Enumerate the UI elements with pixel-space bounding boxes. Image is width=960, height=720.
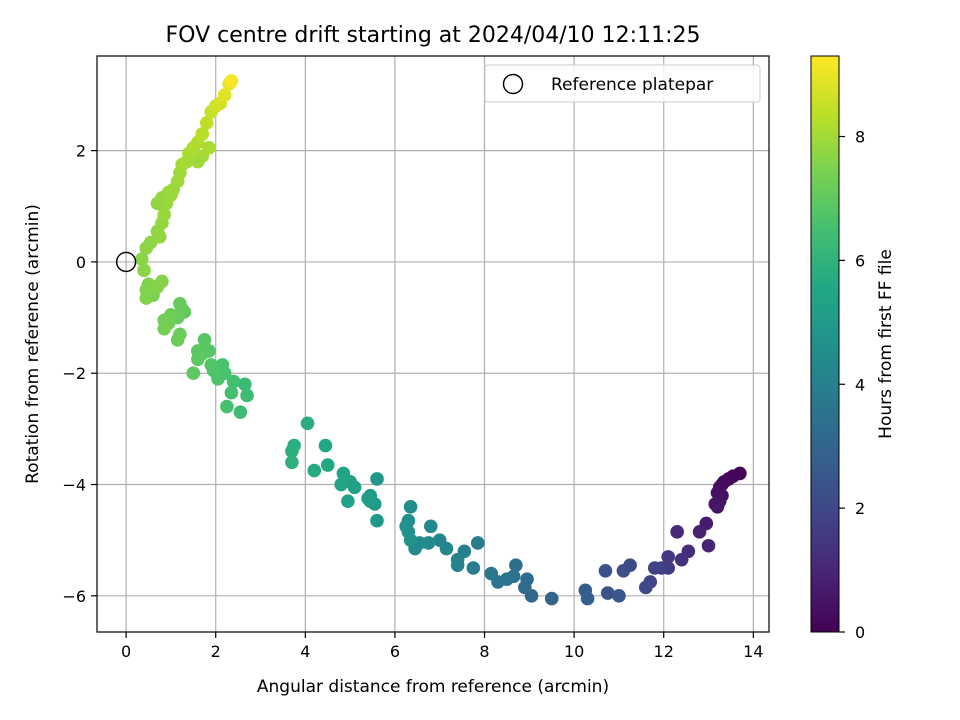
data-point bbox=[466, 561, 481, 575]
data-point bbox=[647, 561, 662, 575]
x-tick-label: 0 bbox=[121, 642, 131, 661]
y-tick-label: −6 bbox=[62, 587, 86, 606]
legend-box bbox=[484, 64, 761, 103]
x-tick-label: 10 bbox=[564, 642, 584, 661]
y-tick-label: 0 bbox=[76, 253, 86, 272]
data-point bbox=[157, 321, 171, 336]
data-point bbox=[439, 541, 454, 556]
x-axis-label: Angular distance from reference (arcmin) bbox=[257, 677, 609, 697]
data-point bbox=[598, 563, 613, 578]
data-point bbox=[220, 399, 234, 414]
data-point bbox=[661, 550, 675, 564]
data-point bbox=[191, 154, 205, 169]
x-tick-label: 4 bbox=[300, 642, 310, 661]
data-point bbox=[320, 458, 335, 472]
data-point bbox=[701, 538, 716, 553]
y-tick-label: −4 bbox=[62, 476, 86, 495]
plot-frame bbox=[96, 55, 770, 633]
colorbar-tick-label: 0 bbox=[855, 623, 865, 642]
x-tick-label: 6 bbox=[390, 642, 400, 661]
data-point bbox=[307, 463, 322, 478]
data-point bbox=[238, 377, 252, 392]
data-point bbox=[217, 88, 232, 102]
colorbar bbox=[810, 55, 840, 633]
data-point bbox=[484, 566, 499, 581]
y-tick-label: 2 bbox=[76, 142, 86, 161]
data-point bbox=[173, 296, 187, 311]
data-point bbox=[612, 589, 626, 603]
data-point bbox=[334, 477, 348, 492]
data-point bbox=[403, 499, 418, 514]
x-tick-label: 2 bbox=[211, 642, 221, 661]
data-point bbox=[285, 455, 299, 470]
data-point bbox=[186, 366, 201, 381]
data-point bbox=[708, 497, 723, 511]
data-point bbox=[341, 494, 355, 509]
data-point bbox=[318, 438, 333, 453]
data-point bbox=[471, 536, 485, 550]
y-tick-label: −2 bbox=[62, 364, 86, 383]
data-point bbox=[544, 591, 559, 606]
legend-entry: Reference platepar bbox=[551, 75, 713, 95]
data-point bbox=[580, 591, 595, 606]
data-point bbox=[137, 263, 151, 278]
data-point bbox=[155, 274, 169, 289]
data-point bbox=[226, 374, 241, 389]
colorbar-tick-label: 6 bbox=[855, 251, 865, 270]
data-point bbox=[195, 127, 210, 141]
data-point bbox=[600, 586, 615, 600]
data-point bbox=[399, 519, 413, 534]
data-point bbox=[240, 388, 254, 403]
x-axis-ticks: 0 2 4 6 8 10 12 14 bbox=[121, 632, 763, 661]
data-point bbox=[336, 466, 351, 481]
data-point bbox=[139, 282, 154, 297]
data-point bbox=[157, 207, 171, 222]
data-point bbox=[285, 444, 299, 458]
data-point bbox=[616, 563, 631, 578]
grid-lines bbox=[97, 56, 769, 632]
scatter-points bbox=[135, 74, 747, 606]
chart-title: FOV centre drift starting at 2024/04/10 … bbox=[166, 23, 701, 48]
data-point bbox=[170, 333, 185, 347]
data-point bbox=[674, 552, 689, 567]
reference-point bbox=[115, 251, 137, 273]
y-axis-ticks: −6 −4 −2 0 2 bbox=[62, 142, 97, 606]
colorbar-ticks: 0 2 4 6 8 bbox=[839, 128, 865, 642]
data-point bbox=[403, 533, 418, 547]
data-point bbox=[300, 416, 315, 431]
x-tick-label: 8 bbox=[479, 642, 489, 661]
data-point bbox=[670, 525, 684, 539]
data-point bbox=[152, 230, 167, 244]
data-point bbox=[363, 494, 378, 509]
data-point bbox=[233, 405, 248, 419]
x-tick-label: 12 bbox=[654, 642, 674, 661]
data-point bbox=[520, 572, 534, 586]
colorbar-tick-label: 8 bbox=[855, 128, 865, 147]
data-point bbox=[509, 558, 523, 573]
legend: Reference platepar bbox=[484, 64, 761, 103]
data-point bbox=[450, 552, 465, 567]
data-point bbox=[191, 352, 205, 367]
data-point bbox=[639, 580, 653, 595]
data-point bbox=[370, 472, 384, 486]
legend-marker bbox=[502, 73, 524, 95]
y-axis-label: Rotation from reference (arcmin) bbox=[23, 204, 43, 484]
colorbar-tick-label: 4 bbox=[855, 375, 865, 394]
data-point bbox=[692, 525, 707, 539]
data-point bbox=[370, 513, 384, 528]
data-point bbox=[423, 519, 438, 534]
data-point bbox=[224, 74, 239, 88]
data-point bbox=[199, 115, 214, 130]
data-point bbox=[204, 358, 219, 372]
x-tick-label: 14 bbox=[743, 642, 763, 661]
colorbar-label: Hours from first FF file bbox=[876, 249, 896, 439]
data-point bbox=[197, 333, 212, 347]
reference-marker bbox=[115, 251, 137, 273]
data-point bbox=[224, 385, 239, 400]
data-point bbox=[164, 188, 178, 202]
data-point bbox=[135, 252, 149, 266]
colorbar-tick-label: 2 bbox=[855, 499, 865, 518]
